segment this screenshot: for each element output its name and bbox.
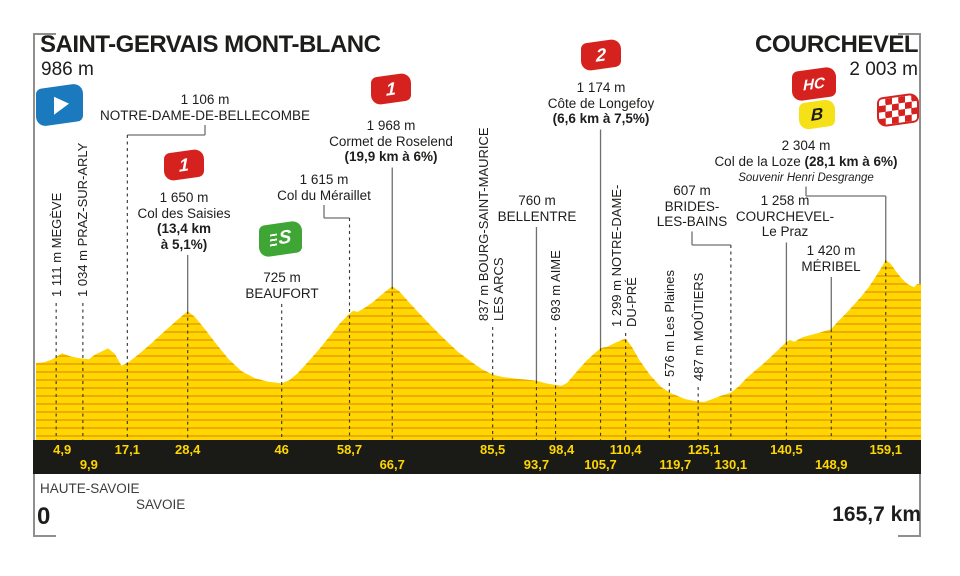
finish-flag-icon xyxy=(877,92,919,128)
km-marker-col-des-saisies: 28,4 xyxy=(175,442,201,457)
marker-label-cormet-de-roselend: 1 968 m Cormet de Roselend (19,9 km à 6%) xyxy=(329,118,453,164)
start-flag-icon xyxy=(36,82,83,128)
marker-label-beaufort: 725 m BEAUFORT xyxy=(245,270,319,301)
cat1-saisies-icon: 1 xyxy=(164,148,204,182)
frame-bottom-left-stub xyxy=(33,535,56,537)
marker-label-col-de-la-loze: 2 304 m Col de la Loze (28,1 km à 6%) Souv… xyxy=(714,138,898,184)
km-marker-col-de-la-loze: 159,1 xyxy=(869,442,902,457)
km-marker-beaufort: 46 xyxy=(274,442,289,457)
sprint-beaufort-icon: S xyxy=(259,219,302,259)
km-marker-bellecombe: 17,1 xyxy=(114,442,140,457)
finish-town-title: COURCHEVEL xyxy=(754,31,919,58)
marker-label-les-plaines: 576 m Les Plaines xyxy=(661,270,677,377)
cat1-cormet-icon: 1 xyxy=(371,72,411,106)
km-marker-courchevel-le-praz: 140,5 xyxy=(770,442,803,457)
km-marker-col-du-meraillet: 58,7 xyxy=(336,442,363,457)
km-marker-cote-de-longefoy: 105,7 xyxy=(584,457,617,472)
marker-label-cote-de-longefoy: 1 174 m Côte de Longefoy (6,6 km à 7,5%) xyxy=(547,80,655,126)
marker-label-courchevel-le-praz: 1 258 m COURCHEVEL- Le Praz xyxy=(735,193,835,239)
marker-label-bourg-saint-maurice: 837 m BOURG-SAINT-MAURICE xyxy=(476,127,492,321)
km-marker-meribel: 148,9 xyxy=(814,457,848,472)
marker-label-bourg-saint-maurice-2: LES ARCS xyxy=(491,257,507,321)
marker-label-moutiers: 487 m MOÛTIERS xyxy=(690,272,706,381)
department-label-haute-savoie: HAUTE-SAVOIE xyxy=(40,481,140,496)
km-marker-bourg-saint-maurice: 85,5 xyxy=(479,442,506,457)
sprint-speed-lines xyxy=(269,233,277,248)
km-marker-les-plaines: 119,7 xyxy=(659,457,692,472)
marker-label-aime: 693 m AIME xyxy=(548,250,564,321)
frame-bottom-right-stub xyxy=(898,535,921,537)
marker-label-notre-dame-du-pre: 1 299 m NOTRE-DAME- xyxy=(609,184,625,327)
marker-label-bellecombe: 1 106 m NOTRE-DAME-DE-BELLECOMBE xyxy=(99,92,311,123)
frame-left-line xyxy=(33,33,35,537)
marker-label-bellentre: 760 m BELLENTRE xyxy=(497,193,577,224)
finish-town-elevation: 2 003 m xyxy=(849,59,918,80)
hc-loze-icon: HC xyxy=(792,65,836,103)
marker-label-praz-sur-arly: 1 034 m PRAZ-SUR-ARLY xyxy=(75,142,91,297)
department-label-savoie: SAVOIE xyxy=(136,497,186,512)
km-marker-cormet-de-roselend: 66,7 xyxy=(379,457,405,472)
marker-label-meribel: 1 420 m MÉRIBEL xyxy=(801,243,861,274)
km-marker-moutiers: 125,1 xyxy=(687,442,721,457)
start-town-elevation: 986 m xyxy=(41,59,94,80)
km-marker-praz-sur-arly: 9,9 xyxy=(79,457,98,472)
frame-top-left-stub xyxy=(33,33,56,35)
marker-label-megeve: 1 111 m MEGÈVE xyxy=(48,192,64,297)
marker-label-brides-les-bains: 607 m BRIDES- LES-BAINS xyxy=(656,183,728,229)
km-marker-megeve: 4,9 xyxy=(53,442,72,457)
start-town-title: SAINT-GERVAIS MONT-BLANC xyxy=(40,31,381,58)
start-triangle xyxy=(53,94,69,115)
marker-label-col-des-saisies: 1 650 m Col des Saisies (13,4 km à 5,1%) xyxy=(137,190,231,252)
cat2-longefoy-icon: 2 xyxy=(581,38,621,72)
marker-label-notre-dame-du-pre-2: DU-PRÉ xyxy=(624,277,640,327)
km-marker-bellentre: 93,7 xyxy=(523,457,550,472)
distance-axis-bar xyxy=(33,440,921,474)
frame-top-right-stub xyxy=(898,33,921,35)
km-marker-aime: 98,4 xyxy=(548,442,575,457)
marker-label-col-du-meraillet: 1 615 m Col du Méraillet xyxy=(277,172,371,203)
start-km-label: 0 xyxy=(37,503,51,530)
profile-area-stripes xyxy=(36,260,921,440)
km-marker-notre-dame-du-pre: 110,4 xyxy=(609,442,642,457)
km-marker-brides-les-bains: 130,1 xyxy=(714,457,748,472)
total-distance-label: 165,7 km xyxy=(832,503,921,526)
bonus-loze-icon: B xyxy=(799,98,835,131)
